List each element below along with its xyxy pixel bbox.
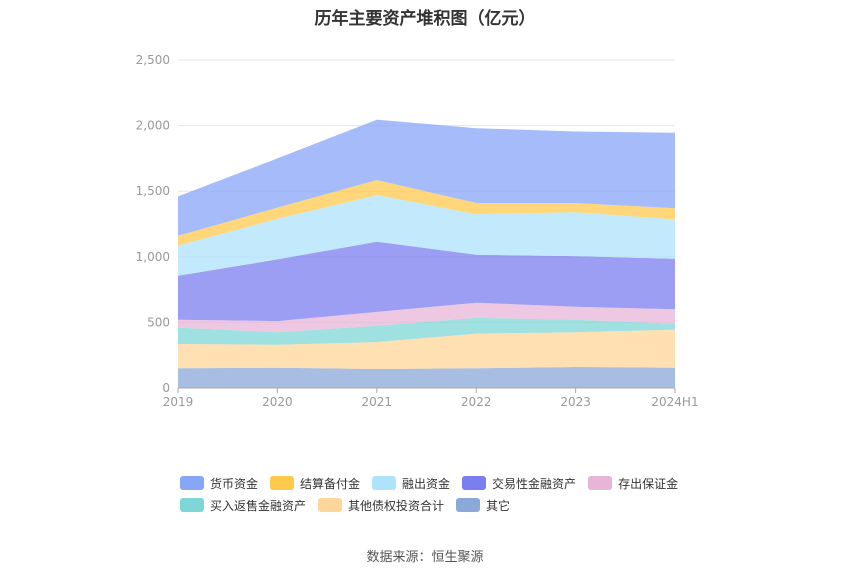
x-tick-label: 2019 bbox=[163, 395, 194, 409]
chart-title: 历年主要资产堆积图（亿元） bbox=[314, 9, 536, 29]
data-source-note: 数据来源：恒生聚源 bbox=[366, 550, 484, 565]
y-tick-label: 500 bbox=[147, 315, 170, 329]
legend-label: 交易性金融资产 bbox=[492, 476, 577, 491]
legend-label: 货币资金 bbox=[210, 476, 259, 491]
area-7 bbox=[178, 119, 675, 236]
area-2 bbox=[178, 317, 675, 345]
legend-item[interactable]: 其它 bbox=[456, 497, 510, 514]
legend-swatch bbox=[588, 476, 613, 490]
area-1 bbox=[178, 329, 675, 369]
legend-swatch bbox=[462, 476, 487, 490]
legend-label: 存出保证金 bbox=[618, 476, 679, 491]
y-tick-label: 2,000 bbox=[136, 119, 170, 133]
legend-swatch bbox=[270, 476, 295, 490]
x-tick-label: 2024H1 bbox=[651, 395, 698, 409]
legend-label: 结算备付金 bbox=[300, 476, 361, 491]
area-4 bbox=[178, 241, 675, 322]
y-tick-label: 0 bbox=[162, 381, 170, 395]
legend-swatch bbox=[456, 498, 481, 512]
legend-label: 买入返售金融资产 bbox=[210, 498, 307, 513]
legend: 货币资金 结算备付金 融出资金 交易性金融资产 存出保证金 买入返售金融资产 其他债权投资… bbox=[180, 472, 720, 516]
x-tick-label: 2020 bbox=[262, 395, 293, 409]
legend-label: 融出资金 bbox=[402, 476, 451, 491]
x-tick-label: 2021 bbox=[362, 395, 393, 409]
stacked-area-chart: 0 500 1,000 1,500 2,000 2,500 2019 2020 2021 2022… bbox=[136, 53, 699, 409]
legend-item[interactable]: 融出资金 bbox=[372, 475, 450, 492]
legend-item[interactable]: 交易性金融资产 bbox=[462, 475, 576, 492]
axes: 0 500 1,000 1,500 2,000 2,500 2019 2020 2021 2022… bbox=[136, 53, 699, 409]
legend-item[interactable]: 货币资金 bbox=[180, 475, 258, 492]
y-tick-label: 2,500 bbox=[136, 53, 170, 67]
legend-item[interactable]: 结算备付金 bbox=[270, 475, 360, 492]
area-0 bbox=[178, 367, 675, 388]
legend-row-1: 货币资金 结算备付金 融出资金 交易性金融资产 存出保证金 bbox=[180, 472, 720, 494]
legend-item[interactable]: 存出保证金 bbox=[588, 475, 678, 492]
area-5 bbox=[178, 195, 675, 276]
y-tick-label: 1,500 bbox=[136, 184, 170, 198]
legend-label: 其它 bbox=[486, 498, 511, 513]
legend-swatch bbox=[180, 476, 204, 490]
x-tick-label: 2022 bbox=[461, 395, 492, 409]
x-tick-label: 2023 bbox=[560, 395, 591, 409]
legend-row-2: 买入返售金融资产 其他债权投资合计 其它 bbox=[180, 494, 720, 516]
area-3 bbox=[178, 302, 675, 333]
area-6 bbox=[178, 180, 675, 246]
legend-swatch bbox=[318, 498, 343, 512]
legend-item[interactable]: 买入返售金融资产 bbox=[180, 497, 306, 514]
area-series bbox=[178, 119, 675, 388]
legend-item[interactable]: 其他债权投资合计 bbox=[318, 497, 444, 514]
legend-swatch bbox=[372, 476, 397, 490]
y-tick-label: 1,000 bbox=[136, 250, 170, 264]
legend-label: 其他债权投资合计 bbox=[348, 498, 445, 513]
legend-swatch bbox=[180, 498, 204, 512]
